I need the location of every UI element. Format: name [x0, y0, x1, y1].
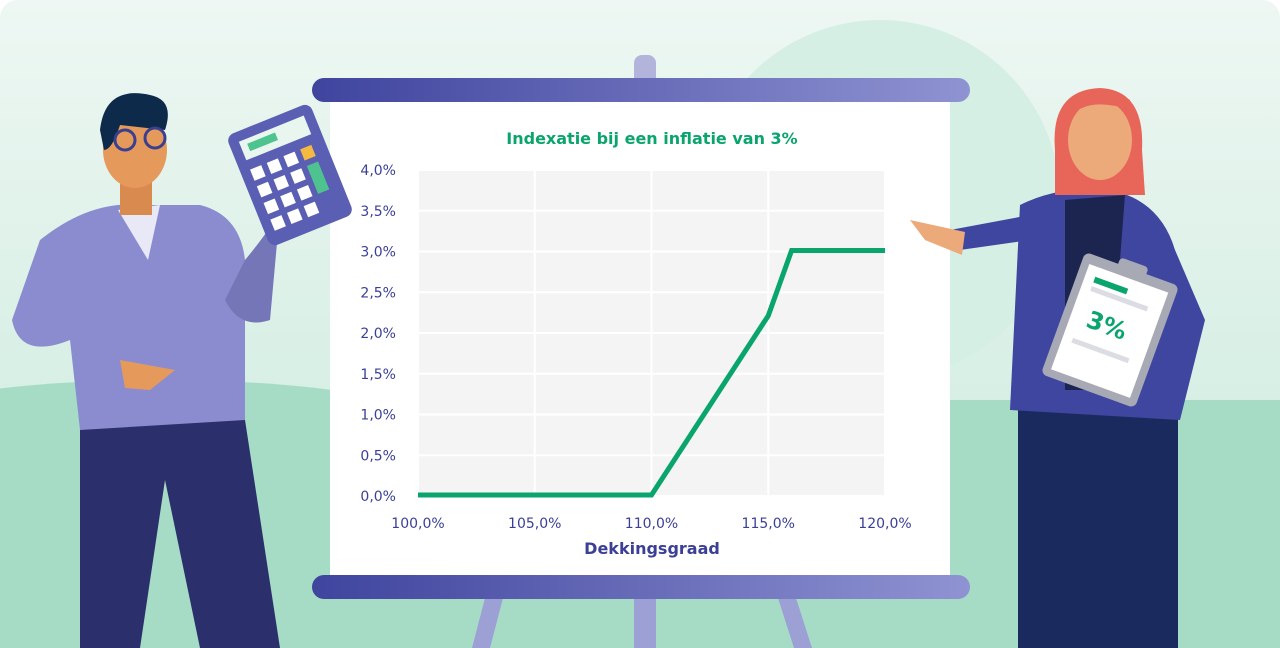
- y-tick-label: 0,5%: [360, 448, 396, 464]
- y-tick-label: 3,0%: [360, 245, 396, 261]
- x-tick-label: 115,0%: [742, 516, 795, 532]
- y-tick-label: 1,5%: [360, 367, 396, 383]
- clipboard-icon: 3%: [1042, 253, 1178, 407]
- series-points: [417, 250, 886, 496]
- x-axis: 100,0% 105,0% 110,0% 115,0% 120,0%: [391, 516, 911, 532]
- y-tick-label: 2,0%: [360, 326, 396, 342]
- whiteboard-top-bar: [312, 78, 970, 102]
- y-tick-label: 1,0%: [360, 408, 396, 424]
- x-axis-label: Dekkingsgraad: [584, 539, 720, 558]
- man-with-calculator: [12, 93, 352, 648]
- y-tick-label: 0,0%: [360, 489, 396, 505]
- x-tick-label: 105,0%: [508, 516, 561, 532]
- calculator-icon: [228, 104, 352, 246]
- x-tick-label: 100,0%: [391, 516, 444, 532]
- chart-title: Indexatie bij een inflatie van 3%: [506, 129, 797, 148]
- y-tick-label: 2,5%: [360, 285, 396, 301]
- y-tick-label: 3,5%: [360, 204, 396, 220]
- y-axis: 0,0% 0,5% 1,0% 1,5% 2,0% 2,5% 3,0% 3,5% 4,0%: [360, 163, 396, 505]
- x-tick-label: 120,0%: [858, 516, 911, 532]
- x-tick-label: 110,0%: [625, 516, 678, 532]
- woman-with-clipboard: 3%: [910, 88, 1205, 648]
- whiteboard-bottom-bar: [312, 575, 970, 599]
- y-tick-label: 4,0%: [360, 163, 396, 179]
